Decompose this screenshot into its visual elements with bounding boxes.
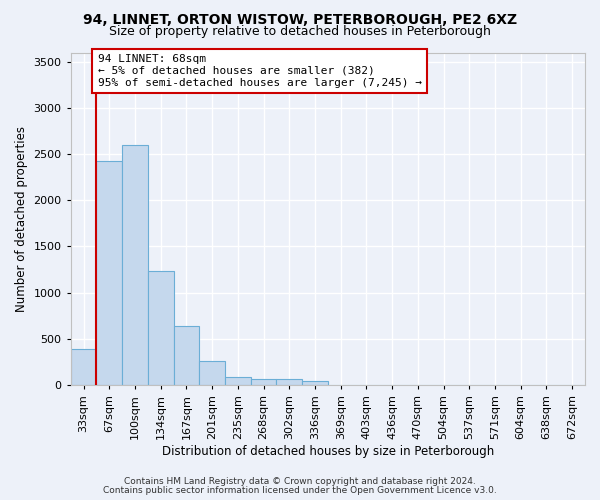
Bar	[302, 381, 328, 385]
Bar	[71, 349, 97, 385]
Bar	[277, 380, 302, 385]
Text: 94, LINNET, ORTON WISTOW, PETERBOROUGH, PE2 6XZ: 94, LINNET, ORTON WISTOW, PETERBOROUGH, …	[83, 12, 517, 26]
Bar	[251, 380, 277, 385]
Text: Size of property relative to detached houses in Peterborough: Size of property relative to detached ho…	[109, 25, 491, 38]
Bar	[97, 162, 122, 385]
Bar	[122, 145, 148, 385]
Bar	[225, 376, 251, 385]
Bar	[199, 362, 225, 385]
X-axis label: Distribution of detached houses by size in Peterborough: Distribution of detached houses by size …	[162, 444, 494, 458]
Y-axis label: Number of detached properties: Number of detached properties	[15, 126, 28, 312]
Bar	[148, 272, 173, 385]
Text: Contains public sector information licensed under the Open Government Licence v3: Contains public sector information licen…	[103, 486, 497, 495]
Text: Contains HM Land Registry data © Crown copyright and database right 2024.: Contains HM Land Registry data © Crown c…	[124, 477, 476, 486]
Text: 94 LINNET: 68sqm
← 5% of detached houses are smaller (382)
95% of semi-detached : 94 LINNET: 68sqm ← 5% of detached houses…	[98, 54, 422, 88]
Bar	[173, 326, 199, 385]
